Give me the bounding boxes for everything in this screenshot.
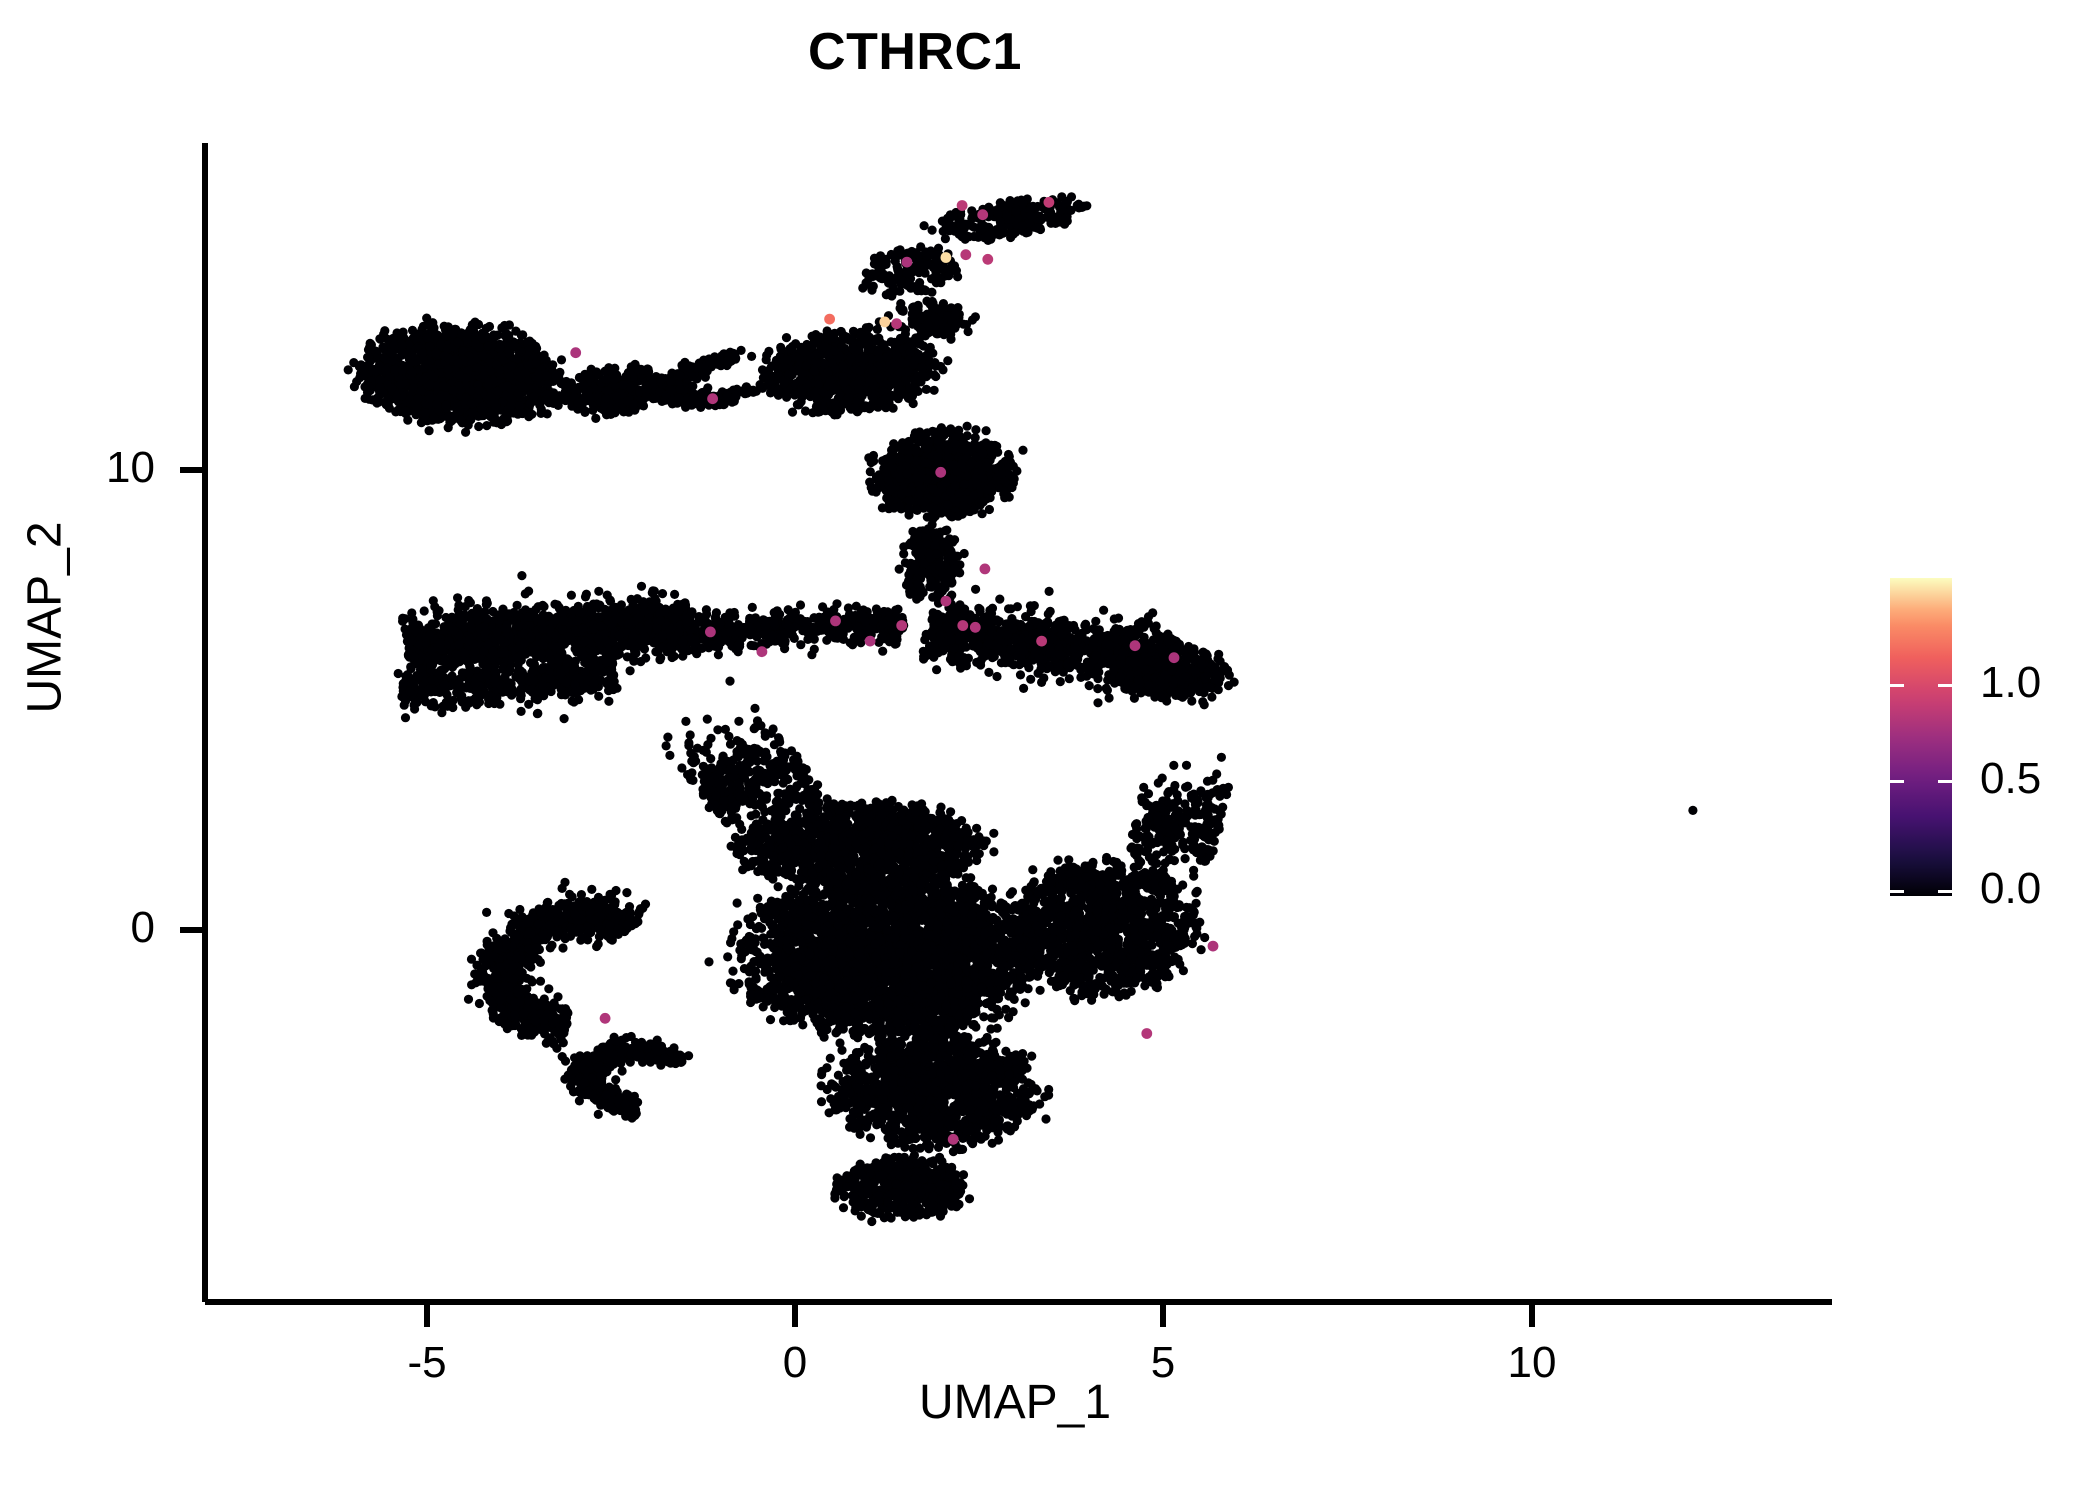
highlighted-data-point: [935, 466, 947, 478]
highlighted-data-point: [1207, 940, 1219, 952]
highlighted-data-point: [830, 615, 841, 627]
colorbar-label-05: 0.5: [1980, 754, 2042, 803]
highlighted-data-point: [707, 393, 718, 405]
colorbar-gradient: [1890, 578, 1952, 896]
colorbar-tick-mark-1: [1890, 684, 1904, 687]
highlighted-data-point: [947, 1133, 959, 1145]
highlighted-data-point: [570, 347, 582, 359]
x-tick-label-5: 5: [1150, 1338, 1176, 1387]
colorbar-tick-mark-0b: [1938, 890, 1952, 893]
x-tick-label-10: 10: [1507, 1338, 1557, 1387]
highlighted-data-point: [599, 1012, 611, 1024]
y-tick-label-10: 10: [106, 443, 155, 492]
highlighted-data-point: [879, 316, 891, 328]
y-tick-label-0: 0: [130, 903, 155, 952]
highlighted-data-point: [960, 249, 972, 261]
x-axis-label: UMAP_1: [918, 1376, 1112, 1429]
colorbar-tick-mark-05: [1890, 780, 1904, 783]
page-title: CTHRC1: [808, 23, 1022, 81]
highlighted-data-point: [977, 209, 989, 221]
highlighted-data-point: [956, 200, 968, 211]
highlighted-data-point: [1036, 635, 1047, 647]
highlighted-data-point: [705, 626, 716, 638]
highlighted-data-point: [1043, 196, 1055, 208]
highlighted-data-point: [896, 620, 908, 631]
colorbar-tick-mark-05b: [1938, 780, 1952, 783]
y-axis-label: UMAP_2: [18, 521, 72, 714]
highlighted-data-point: [969, 621, 981, 633]
axis-lines-layer: [180, 143, 1832, 1327]
data-points-layer: [343, 192, 1698, 1227]
highlighted-data-point: [1141, 1028, 1153, 1039]
y-tick-marks: [180, 467, 205, 933]
highlighted-data-point: [1168, 652, 1180, 664]
highlighted-data-point: [1129, 640, 1141, 652]
highlighted-data-point: [891, 318, 902, 330]
highlighted-data-point: [940, 252, 952, 263]
colorbar-label-0: 0.0: [1980, 864, 2042, 913]
highlighted-data-point: [979, 563, 991, 575]
x-tick-label-minus5: -5: [407, 1338, 447, 1387]
highlighted-data-point: [901, 256, 913, 268]
colorbar-label-1: 1.0: [1980, 658, 2042, 707]
x-tick-marks: [424, 1302, 1535, 1327]
highlighted-data-point: [957, 620, 969, 631]
highlighted-data-point: [940, 595, 952, 607]
colorbar-tick-mark-0: [1890, 890, 1904, 893]
highlighted-data-point: [864, 635, 876, 647]
highlighted-data-point: [824, 313, 835, 325]
colorbar-tick-mark-1b: [1938, 684, 1952, 687]
x-tick-label-0: 0: [782, 1338, 808, 1387]
highlighted-data-point: [756, 646, 768, 658]
highlighted-data-point: [982, 253, 994, 265]
